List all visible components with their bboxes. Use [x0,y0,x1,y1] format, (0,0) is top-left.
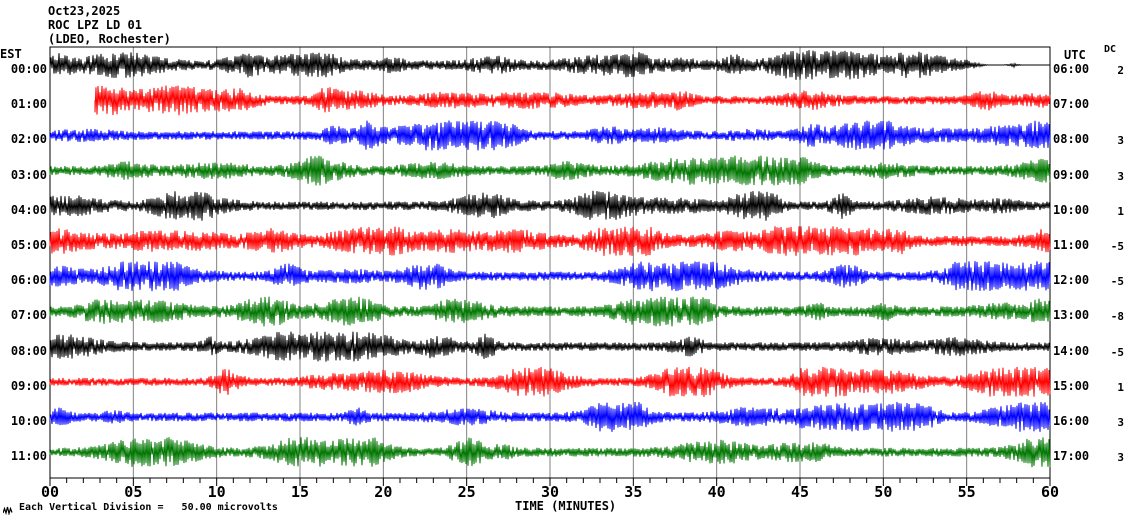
dc-value-02:00: 3 [1117,134,1124,148]
utc-label-16:00: 16:00 [1053,414,1090,428]
est-label-11:00: 11:00 [10,449,47,464]
est-label-06:00: 06:00 [10,273,47,288]
minute-label-20: 20 [374,483,393,501]
utc-label-13:00: 13:00 [1053,308,1090,323]
dc-value-11:00: 3 [1117,451,1124,465]
minute-label-10: 10 [207,483,226,501]
vertical-scale-note: Each Vertical Division = 50.00 microvolt… [19,502,278,513]
seismic-trace-02:00 [49,120,1051,151]
seismic-trace-01:00 [94,85,1051,116]
est-label-00:00: 00:00 [10,62,47,76]
utc-label-09:00: 09:00 [1053,167,1090,182]
seismic-trace-05:00 [49,226,1051,256]
utc-label-15:00: 15:00 [1053,378,1090,393]
minute-label-15: 15 [290,483,310,501]
minute-label-30: 30 [540,483,560,501]
seismic-trace-10:00 [49,401,1051,432]
est-label-01:00: 01:00 [10,97,47,112]
dc-value-10:00: 3 [1117,416,1124,429]
utc-label-07:00: 07:00 [1053,97,1090,112]
seismic-trace-09:00 [49,366,1051,397]
utc-label-12:00: 12:00 [1053,273,1090,288]
seismic-trace-03:00 [49,155,1051,186]
est-label-08:00: 08:00 [10,343,47,358]
utc-label-11:00: 11:00 [1053,238,1090,252]
seismic-trace-06:00 [49,261,1051,292]
waveform-scale-marker-icon [3,506,13,515]
utc-label-10:00: 10:00 [1053,202,1090,217]
title-network-source: (LDEO, Rochester) [48,32,171,46]
x-axis-title: TIME (MINUTES) [515,499,617,513]
seismic-trace-08:00 [49,331,1051,362]
dc-value-06:00: -5 [1110,275,1124,289]
minute-label-05: 05 [124,483,143,501]
dc-value-04:00: 1 [1117,204,1124,218]
title-station-code: ROC LPZ LD 01 [48,18,142,32]
right-timezone-header: UTC [1064,48,1086,62]
est-label-05:00: 05:00 [10,238,47,252]
seismic-trace-00:00 [49,50,1050,80]
minute-label-35: 35 [624,483,643,501]
minute-label-55: 55 [957,483,976,501]
minute-label-50: 50 [874,483,893,501]
dc-value-00:00: 2 [1117,64,1124,77]
est-label-10:00: 10:00 [10,414,47,428]
minute-label-40: 40 [707,483,726,501]
utc-label-17:00: 17:00 [1053,449,1090,464]
seismic-trace-04:00 [49,190,1051,221]
est-label-07:00: 07:00 [10,308,47,323]
dc-value-08:00: -5 [1110,345,1124,359]
utc-label-08:00: 08:00 [1053,132,1090,147]
est-label-03:00: 03:00 [10,167,47,182]
dc-value-05:00: -5 [1110,240,1124,253]
seismic-trace-07:00 [49,296,1051,327]
est-label-02:00: 02:00 [10,132,47,147]
utc-label-06:00: 06:00 [1053,62,1090,76]
dc-value-03:00: 3 [1117,169,1124,183]
left-timezone-header: EST [0,47,22,61]
dc-value-07:00: -8 [1110,310,1124,324]
utc-label-14:00: 14:00 [1053,343,1090,358]
dc-column-header: DC [1104,44,1117,55]
minute-label-25: 25 [457,483,476,501]
minute-label-45: 45 [790,483,810,501]
est-label-04:00: 04:00 [10,202,47,217]
minute-label-00: 00 [40,483,60,501]
title-date: Oct23,2025 [48,4,121,18]
dc-value-09:00: 1 [1117,380,1124,394]
minute-label-60: 60 [1040,483,1060,501]
est-label-09:00: 09:00 [10,378,47,393]
seismic-trace-11:00 [49,437,1051,468]
